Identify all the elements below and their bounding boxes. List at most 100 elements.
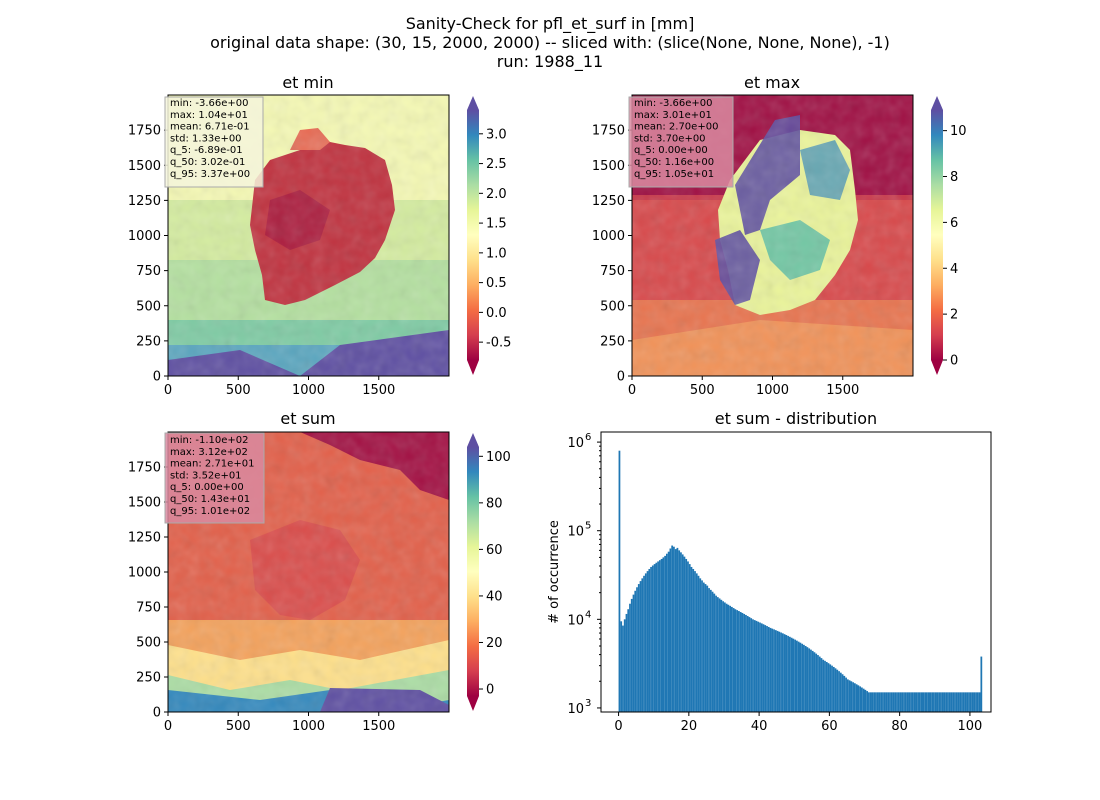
et-sum-colorbar-tick-label: 100 bbox=[486, 450, 511, 465]
histogram-bar bbox=[810, 649, 812, 712]
histogram-bar bbox=[861, 687, 863, 712]
histogram-bar bbox=[745, 614, 747, 712]
histogram-bar bbox=[671, 545, 674, 712]
histogram-bar bbox=[767, 626, 770, 712]
histogram-bar bbox=[667, 551, 670, 712]
histogram-bar bbox=[940, 692, 942, 712]
et-max-axes: 0 500 1000 1500 0 250 500 750 1000 1250 1500 1750 bbox=[592, 124, 859, 398]
histogram-bar bbox=[643, 575, 645, 712]
et-sum-x-tick-label: 0 bbox=[164, 719, 172, 734]
histogram-bars bbox=[618, 450, 983, 712]
et-max-y-tick-label: 1500 bbox=[592, 159, 625, 174]
histogram-bar bbox=[857, 685, 860, 712]
histogram-bar bbox=[736, 610, 739, 712]
histogram-x-tick-label: 0 bbox=[614, 719, 622, 734]
histogram-bar bbox=[646, 571, 649, 712]
et-sum-x-tick-label: 500 bbox=[226, 719, 251, 734]
histogram-bar bbox=[634, 590, 637, 712]
et-sum-y-tick-label: 1250 bbox=[128, 531, 161, 546]
histogram-bar bbox=[832, 666, 835, 712]
histogram-x-tick-label: 80 bbox=[891, 719, 908, 734]
histogram-bar bbox=[743, 613, 746, 712]
histogram-bar bbox=[734, 609, 737, 712]
histogram-bar bbox=[716, 597, 719, 712]
histogram-bar bbox=[862, 688, 865, 712]
et-min-colorbar-tick-label: 3.0 bbox=[486, 127, 507, 142]
histogram-bar bbox=[850, 681, 853, 712]
histogram-bar bbox=[620, 621, 623, 712]
et-max-colorbar bbox=[931, 110, 943, 360]
histogram-bar bbox=[825, 661, 828, 712]
histogram-bar bbox=[627, 609, 630, 712]
et-max-y-tick-label: 1000 bbox=[592, 229, 625, 244]
histogram-bar bbox=[948, 692, 951, 712]
histogram-plot-frame bbox=[600, 431, 992, 713]
histogram-bar bbox=[855, 684, 858, 712]
histogram-bar bbox=[926, 692, 928, 712]
et-min-stat-line: std: 1.33e+00 bbox=[170, 133, 242, 144]
et-max-stat-line: q_50: 1.16e+00 bbox=[634, 157, 714, 168]
histogram-bar bbox=[922, 692, 925, 712]
histogram-bar bbox=[678, 550, 681, 712]
histogram-y-tick-label: 10 bbox=[567, 525, 584, 540]
histogram-bar bbox=[618, 450, 621, 712]
histogram-bar bbox=[722, 601, 724, 712]
histogram-bar bbox=[701, 580, 703, 712]
histogram-bar bbox=[785, 635, 788, 712]
histogram-y-tick-label: 10 bbox=[567, 436, 584, 451]
histogram-bar bbox=[757, 621, 760, 712]
et-min-colorbar-max-arrow bbox=[467, 96, 479, 110]
histogram-bar bbox=[903, 692, 905, 712]
histogram-bar bbox=[947, 692, 949, 712]
et-max-y-tick-label: 1250 bbox=[592, 194, 625, 209]
histogram-bar bbox=[806, 647, 809, 712]
histogram-bar bbox=[718, 598, 721, 712]
histogram-y-tick-label: 10 bbox=[567, 702, 584, 717]
histogram-bar bbox=[815, 653, 818, 712]
histogram-bar bbox=[880, 692, 883, 712]
histogram-bar bbox=[666, 553, 668, 712]
histogram-bar bbox=[915, 692, 918, 712]
histogram-bar bbox=[839, 672, 842, 712]
histogram-bar bbox=[843, 675, 846, 712]
histogram-bar bbox=[845, 677, 847, 712]
histogram-bar bbox=[889, 692, 891, 712]
et-max-colorbar-tick-label: 0 bbox=[950, 354, 958, 369]
histogram-bar bbox=[824, 660, 826, 712]
histogram-bar bbox=[699, 578, 702, 712]
histogram-bar bbox=[681, 554, 684, 712]
histogram-bar bbox=[692, 568, 695, 712]
et-max-title: et max bbox=[744, 73, 800, 92]
histogram-bar bbox=[690, 566, 693, 712]
et-min-y-tick-label: 1000 bbox=[128, 229, 161, 244]
histogram-bar bbox=[720, 599, 723, 712]
histogram-bar bbox=[723, 602, 726, 712]
et-sum-title: et sum bbox=[280, 409, 335, 428]
histogram-bar bbox=[662, 557, 665, 712]
histogram-bar bbox=[841, 674, 844, 712]
histogram-bar bbox=[929, 692, 932, 712]
et-sum-y-tick-label: 750 bbox=[136, 601, 161, 616]
et-min-y-tick-label: 250 bbox=[136, 334, 161, 349]
histogram-bar bbox=[975, 692, 977, 712]
et-min-stat-line: q_50: 3.02e-01 bbox=[170, 157, 245, 168]
histogram-bar bbox=[852, 682, 854, 712]
histogram-bar bbox=[859, 686, 861, 712]
histogram-bar bbox=[913, 692, 916, 712]
et-min-colorbar-tick-label: 0.0 bbox=[486, 306, 507, 321]
et-sum-stat-line: min: -1.10e+02 bbox=[170, 435, 249, 446]
histogram-bar bbox=[769, 627, 772, 712]
histogram-bar bbox=[780, 632, 782, 712]
histogram-bar bbox=[741, 612, 744, 712]
histogram-bar bbox=[931, 692, 934, 712]
histogram-bar bbox=[950, 692, 953, 712]
histogram-bar bbox=[901, 692, 904, 712]
histogram-bar bbox=[732, 608, 735, 712]
et-max-colorbar-tick-label: 10 bbox=[950, 124, 967, 139]
et-max-colorbar-max-arrow bbox=[931, 96, 943, 110]
et-sum-colorbar-max-arrow bbox=[467, 433, 479, 447]
histogram-bar bbox=[773, 629, 775, 712]
et-min-colorbar-tick-label: 1.0 bbox=[486, 246, 507, 261]
